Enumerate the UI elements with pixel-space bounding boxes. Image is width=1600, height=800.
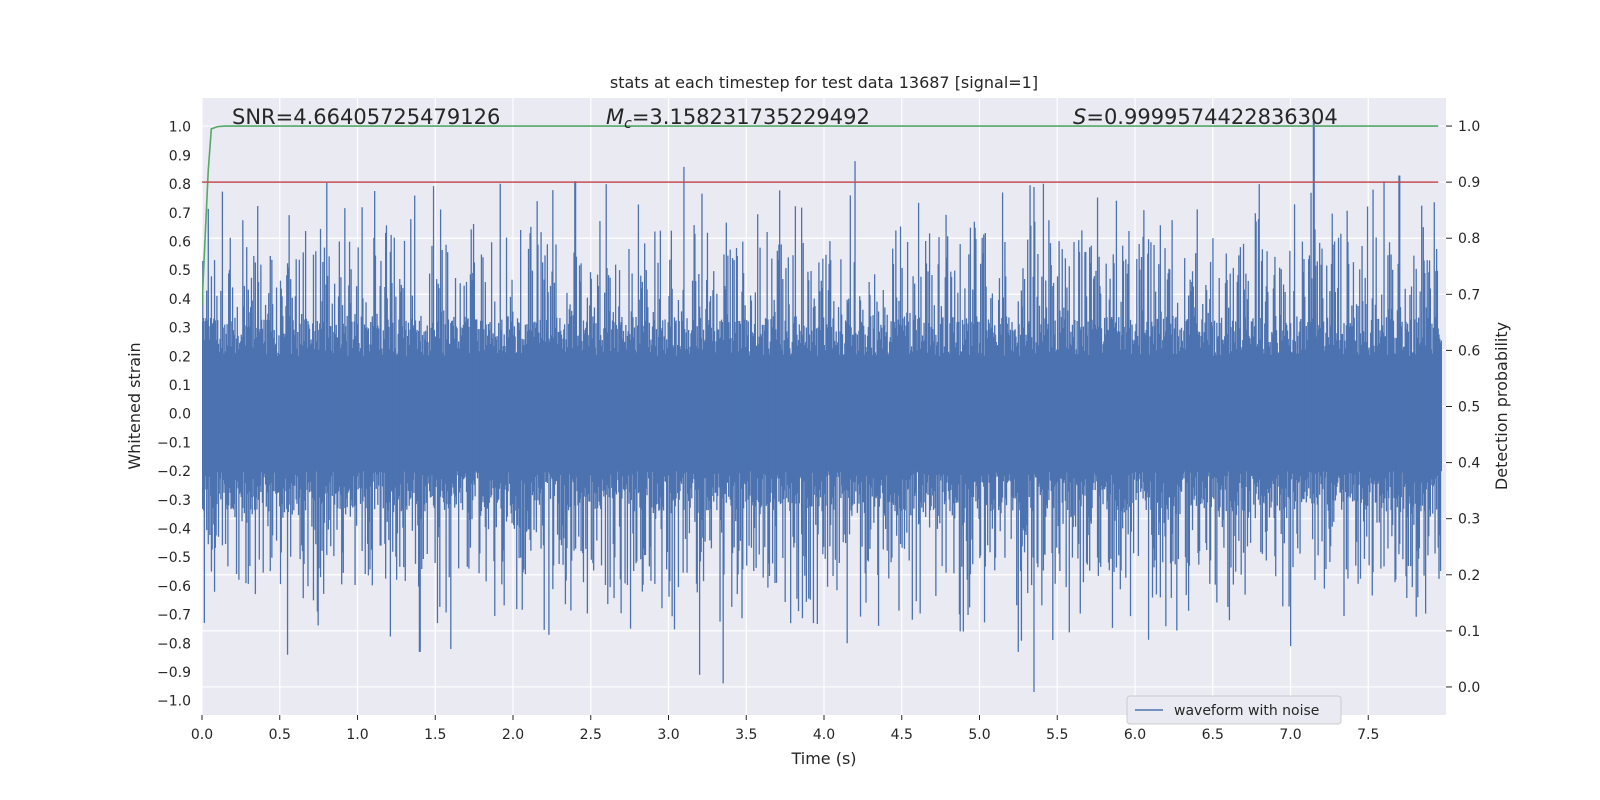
y-tick-label: −0.1: [157, 435, 191, 451]
y-tick-label: 0.3: [169, 321, 191, 337]
x-tick-label: 1.0: [346, 727, 368, 743]
y2-tick-label: 1.0: [1458, 119, 1480, 135]
legend-label-waveform: waveform with noise: [1174, 703, 1319, 719]
x-tick-label: 7.0: [1279, 727, 1301, 743]
y-tick-label: 0.1: [169, 378, 191, 394]
y-axis-title: Whitened strain: [125, 342, 144, 469]
y-tick-label: −0.3: [157, 493, 191, 509]
annotation-mc-symbol: M: [606, 105, 624, 129]
y2-tick-label: 0.8: [1458, 231, 1480, 247]
y-tick-label: 0.9: [169, 148, 191, 164]
y2-tick-label: 0.7: [1458, 287, 1480, 303]
x-tick-label: 3.0: [657, 727, 679, 743]
svg-text:SNR=4.66405725479126: SNR=4.66405725479126: [232, 105, 500, 129]
y2-axis-ticks: 1.0 0.9 0.8 0.7 0.6 0.5 0.4 0.3 0.2 0.1 0.0: [1446, 119, 1480, 696]
probability-lines: [202, 125, 1439, 306]
annotation-s: S=0.9999574422836304: [1073, 105, 1338, 129]
legend-box: [1126, 695, 1342, 725]
y-axis-ticks: 1.0 0.9 0.8 0.7 0.6 0.5 0.4 0.3 0.2 0.1 0.0 −0.1 −0.…: [157, 120, 191, 710]
x-tick-label: 5.0: [968, 727, 990, 743]
x-tick-label: 4.0: [813, 727, 835, 743]
y-tick-label: 0.8: [169, 177, 191, 193]
x-axis-title: Time (s): [790, 749, 856, 768]
y2-tick-label: 0.3: [1458, 512, 1480, 528]
x-tick-label: 6.0: [1124, 727, 1146, 743]
y-tick-label: 0.6: [169, 234, 191, 250]
y-tick-label: −1.0: [157, 694, 191, 710]
annotation-s-value: =0.9999574422836304: [1086, 105, 1337, 129]
y-tick-label: 0.4: [169, 292, 191, 308]
annotation-snr-value: 4.66405725479126: [293, 105, 500, 129]
x-tick-label: 2.0: [502, 727, 524, 743]
y2-tick-label: 0.4: [1458, 456, 1480, 472]
annotation-mc-sub: c: [624, 116, 632, 132]
y-tick-label: 0.0: [169, 407, 191, 423]
x-tick-label: 0.0: [191, 727, 213, 743]
x-tick-label: 2.5: [580, 727, 602, 743]
y-tick-label: 0.7: [169, 206, 191, 222]
annotation-s-symbol: S: [1073, 105, 1086, 129]
y-tick-label: −0.2: [157, 464, 191, 480]
x-tick-label: 5.5: [1046, 727, 1068, 743]
y2-tick-label: 0.6: [1458, 343, 1480, 359]
annotation-chirp-mass: Mc=3.158231735229492: [606, 105, 870, 132]
y2-tick-label: 0.2: [1458, 568, 1480, 584]
y-tick-label: −0.5: [157, 550, 191, 566]
y-tick-label: −0.7: [157, 608, 191, 624]
x-tick-label: 0.5: [269, 727, 291, 743]
x-tick-label: 3.5: [735, 727, 757, 743]
y-tick-label: 1.0: [169, 120, 191, 136]
y2-axis-title: Detection probability: [1492, 322, 1511, 490]
y2-tick-label: 0.0: [1458, 680, 1480, 696]
y-tick-label: 0.5: [169, 263, 191, 279]
annotation-snr: SNR=4.66405725479126: [232, 105, 500, 129]
x-tick-label: 4.5: [891, 727, 913, 743]
y2-tick-label: 0.9: [1458, 175, 1480, 191]
series-probability-curve: [202, 125, 1439, 306]
y2-tick-label: 0.1: [1458, 624, 1480, 640]
y-tick-label: −0.9: [157, 665, 191, 681]
y2-tick-label: 0.5: [1458, 400, 1480, 416]
y-tick-label: 0.2: [169, 349, 191, 365]
y-tick-label: −0.6: [157, 579, 191, 595]
x-tick-label: 6.5: [1202, 727, 1224, 743]
svg-text:S=0.9999574422836304: S=0.9999574422836304: [1073, 105, 1338, 129]
x-tick-label: 1.5: [424, 727, 446, 743]
annotation-snr-prefix: SNR=: [232, 105, 293, 129]
y-tick-label: −0.4: [157, 521, 191, 537]
svg-text:Mc=3.158231735229492: Mc=3.158231735229492: [606, 105, 870, 132]
series-waveform-with-noise: [202, 120, 1442, 693]
y-tick-label: −0.8: [157, 636, 191, 652]
x-axis-ticks: 0.0 0.5 1.0 1.5 2.0 2.5 3.0 3.5 4.0 4.5 5.0 5.5 6.0 6…: [191, 715, 1379, 743]
annotation-mc-value: =3.158231735229492: [632, 105, 870, 129]
legend: waveform with noise: [1126, 695, 1342, 725]
x-tick-label: 7.5: [1357, 727, 1379, 743]
chart-title: stats at each timestep for test data 136…: [610, 73, 1038, 92]
